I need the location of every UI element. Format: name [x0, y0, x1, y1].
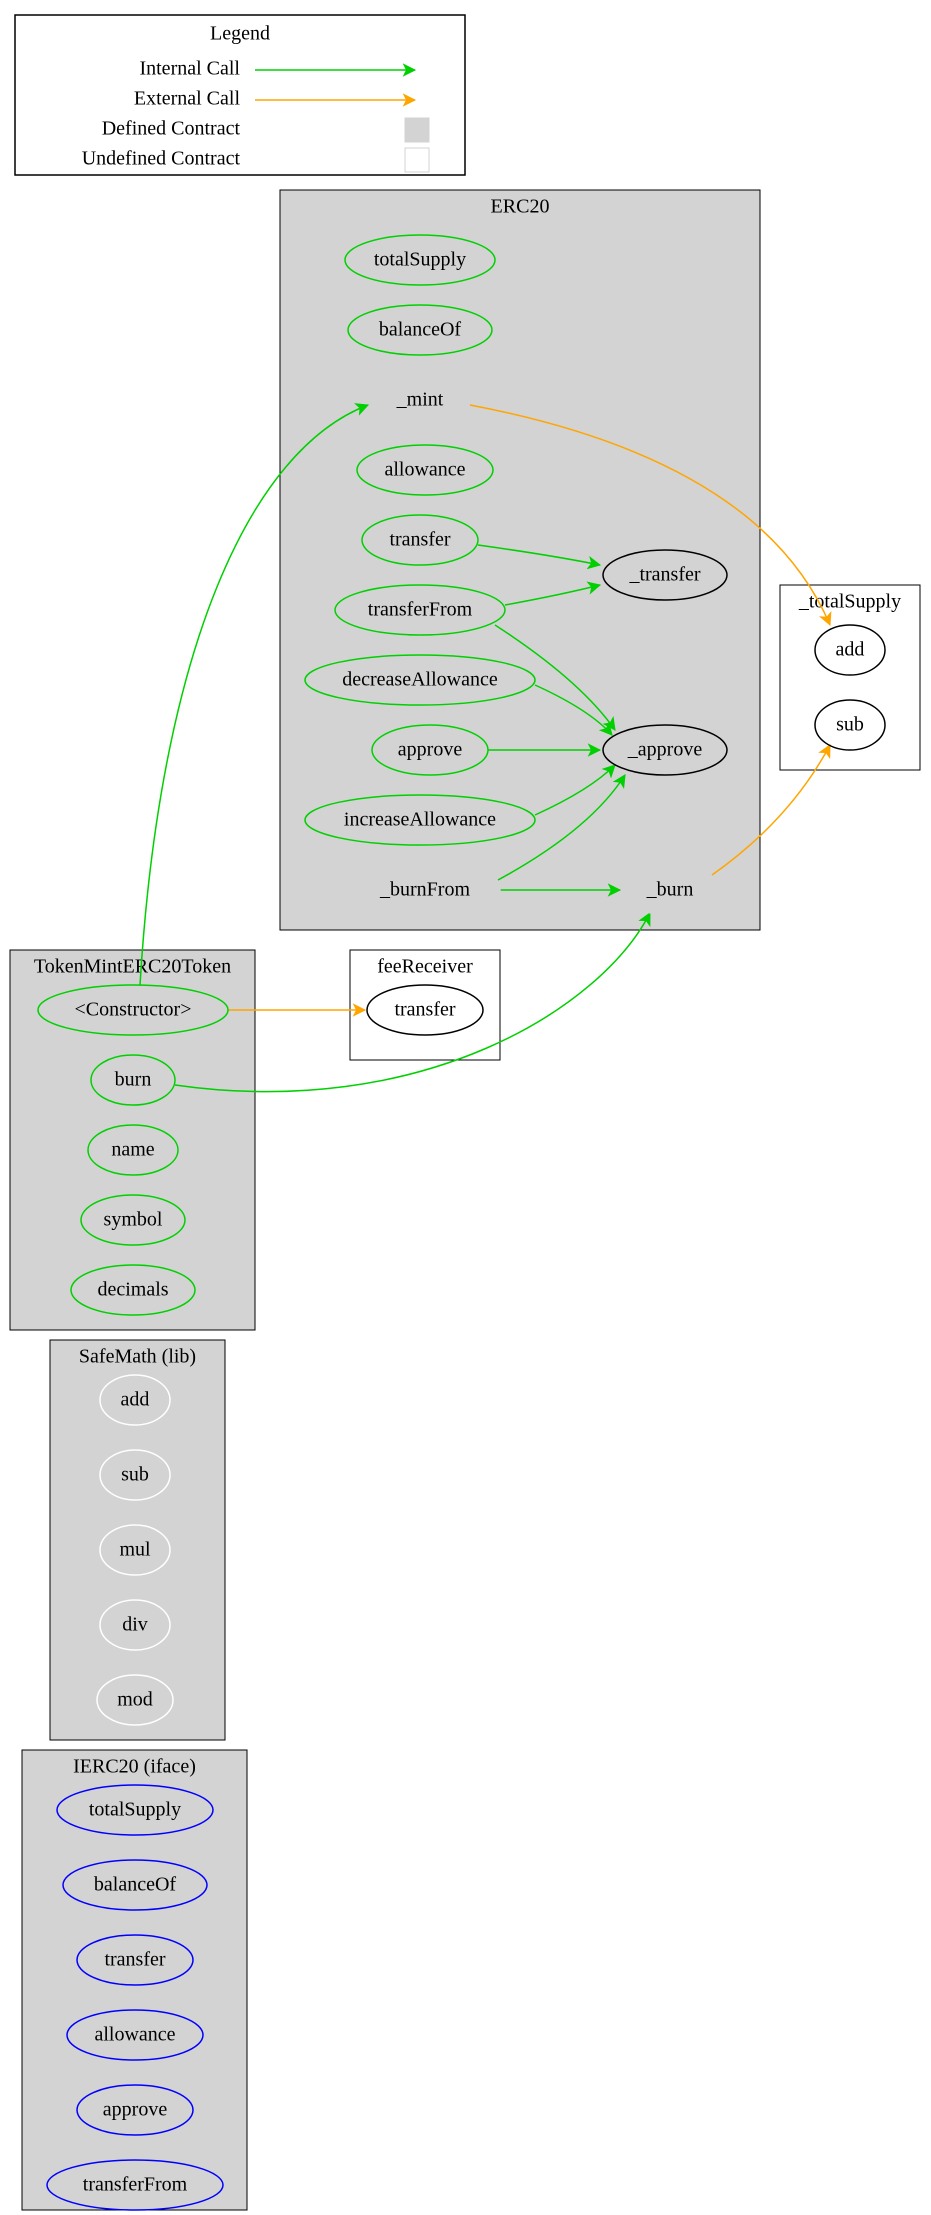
node-label-i_totalSupply: totalSupply [89, 1799, 181, 1821]
node-label-i_approve: approve [103, 2099, 168, 2121]
node-label-e_incAllow: increaseAllowance [344, 809, 496, 831]
legend-swatch-2 [405, 118, 429, 142]
node-label-fr_transfer: transfer [394, 999, 455, 1021]
node-label-e_transferFrom: transferFrom [368, 599, 473, 621]
node-label-i_balanceOf: balanceOf [94, 1874, 177, 1896]
legend-row-label-2: Defined Contract [102, 118, 241, 140]
node-label-tm_symbol: symbol [104, 1209, 163, 1231]
legend-swatch-3 [405, 148, 429, 172]
node-label-e_allowance: allowance [384, 459, 465, 481]
legend-row-label-0: Internal Call [139, 58, 240, 80]
node-label-sm_add: add [121, 1389, 150, 1411]
node-label-e_approve_i: _approve [627, 739, 703, 761]
node-label-sm_sub: sub [121, 1464, 149, 1486]
cluster-title-tokenmint: TokenMintERC20Token [34, 956, 231, 978]
legend-title: Legend [210, 23, 270, 45]
node-label-e_decAllow: decreaseAllowance [342, 669, 498, 691]
node-label-sm_div: div [122, 1614, 148, 1636]
node-label-i_transfer: transfer [104, 1949, 165, 1971]
node-label-e_mint: _mint [396, 389, 444, 411]
cluster-title-safemath: SafeMath (lib) [79, 1346, 196, 1368]
node-label-e_burn_i: _burn [646, 879, 694, 901]
node-label-tm_name: name [111, 1139, 154, 1161]
node-label-e_balanceOf: balanceOf [379, 319, 462, 341]
node-label-e_approve: approve [398, 739, 463, 761]
node-label-sm_mul: mul [119, 1539, 151, 1561]
cluster-title-erc20: ERC20 [491, 196, 550, 218]
legend-row-label-1: External Call [134, 88, 241, 110]
node-label-tm_ctor: <Constructor> [75, 999, 192, 1021]
node-label-e_burnFrom: _burnFrom [379, 879, 470, 901]
node-label-ts_add: add [836, 639, 865, 661]
cluster-title-totalsupply: _totalSupply [798, 591, 901, 613]
cluster-title-ierc20: IERC20 (iface) [73, 1756, 196, 1778]
cluster-totalsupply [780, 585, 920, 770]
node-label-e_totalSupply: totalSupply [374, 249, 466, 271]
call-graph-diagram: ERC20 _totalSupply feeReceiver TokenMintERC… [0, 0, 931, 2215]
cluster-title-feereceiver: feeReceiver [377, 956, 473, 978]
node-label-tm_decimals: decimals [97, 1279, 168, 1301]
node-label-e_transfer_i: _transfer [628, 564, 700, 586]
node-label-sm_mod: mod [117, 1689, 153, 1711]
legend-row-label-3: Undefined Contract [82, 148, 241, 170]
node-label-tm_burn: burn [115, 1069, 152, 1091]
node-label-e_transfer: transfer [389, 529, 450, 551]
node-label-i_transferFrom: transferFrom [83, 2174, 188, 2196]
node-label-i_allowance: allowance [94, 2024, 175, 2046]
node-label-ts_sub: sub [836, 714, 864, 736]
